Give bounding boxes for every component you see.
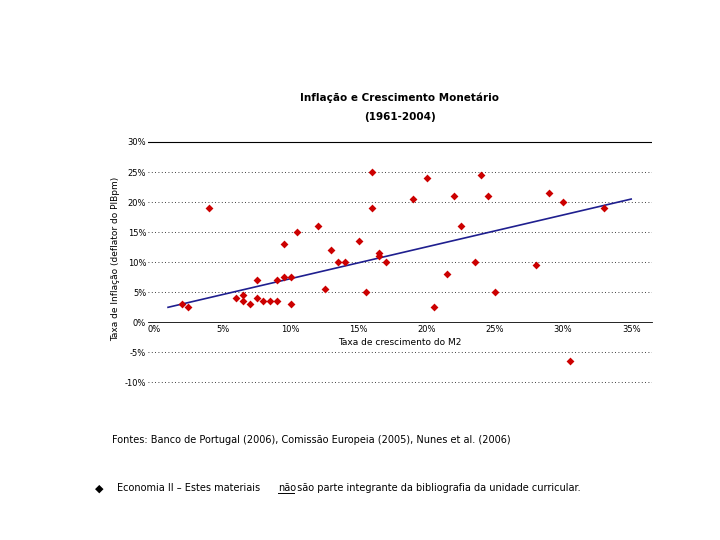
Point	[278, 273, 289, 281]
Point	[476, 171, 487, 179]
Point	[237, 291, 248, 300]
Point	[366, 204, 378, 212]
Point	[421, 174, 433, 183]
Text: ◆: ◆	[95, 483, 104, 494]
Point	[441, 270, 453, 279]
Point	[544, 188, 555, 197]
Point	[449, 192, 460, 200]
Y-axis label: Taxa de Inflação (deflator do PIBpm): Taxa de Inflação (deflator do PIBpm)	[112, 177, 120, 341]
Point	[251, 276, 262, 285]
Point	[271, 297, 283, 306]
Point	[360, 288, 372, 296]
Point	[408, 195, 419, 204]
Point	[333, 258, 344, 267]
Point	[489, 288, 500, 296]
Point	[264, 297, 276, 306]
Point	[325, 246, 337, 254]
Point	[564, 357, 575, 366]
Point	[258, 297, 269, 306]
Point	[530, 261, 541, 269]
Point	[271, 276, 283, 285]
Point	[428, 303, 439, 312]
Point	[469, 258, 480, 267]
Point	[319, 285, 330, 294]
Point	[598, 204, 610, 212]
Point	[203, 204, 215, 212]
Text: Fontes: Banco de Portugal (2006), Comissão Europeia (2005), Nunes et al. (2006): Fontes: Banco de Portugal (2006), Comiss…	[112, 435, 510, 445]
X-axis label: Taxa de crescimento do M2: Taxa de crescimento do M2	[338, 338, 462, 347]
Point	[374, 252, 385, 260]
Point	[353, 237, 364, 246]
Point	[339, 258, 351, 267]
Point	[183, 303, 194, 312]
Point	[285, 300, 297, 309]
Text: não: não	[278, 483, 296, 494]
Point	[230, 294, 242, 302]
Point	[176, 300, 187, 309]
Point	[366, 168, 378, 177]
Point	[292, 228, 303, 237]
Point	[380, 258, 392, 267]
Point	[455, 222, 467, 231]
Point	[312, 222, 323, 231]
Point	[244, 300, 256, 309]
Text: (1961-2004): (1961-2004)	[364, 111, 436, 122]
Text: Economia II – Estes materiais: Economia II – Estes materiais	[117, 483, 264, 494]
Text: Inflação e Crescimento Monetário: Inflação e Crescimento Monetário	[300, 92, 499, 103]
Point	[482, 192, 494, 200]
Point	[251, 294, 262, 302]
Point	[374, 249, 385, 258]
Text: são parte integrante da bibliografia da unidade curricular.: são parte integrante da bibliografia da …	[294, 483, 580, 494]
Point	[557, 198, 569, 206]
Point	[278, 240, 289, 248]
Point	[237, 297, 248, 306]
Point	[285, 273, 297, 281]
